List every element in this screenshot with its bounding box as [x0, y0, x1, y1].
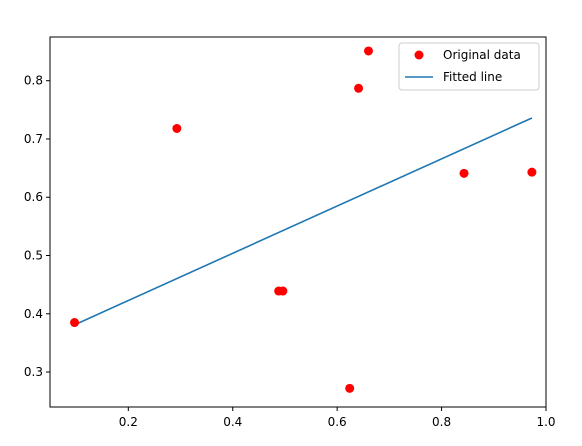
- y-axis: 0.3 0.4 0.5 0.6 0.7 0.8: [24, 74, 50, 379]
- x-tick-label: 0.4: [223, 415, 242, 429]
- data-point: [363, 46, 373, 56]
- data-point: [527, 167, 537, 177]
- data-point: [354, 83, 364, 93]
- x-tick-label: 0.8: [432, 415, 451, 429]
- legend-box: [398, 42, 540, 91]
- x-tick-label: 0.6: [328, 415, 347, 429]
- legend-marker-original-data: [414, 50, 424, 60]
- data-point: [70, 318, 80, 328]
- y-tick-label: 0.6: [24, 190, 43, 204]
- legend-label: Fitted line: [443, 70, 502, 84]
- data-point: [459, 168, 469, 178]
- y-tick-label: 0.4: [24, 307, 43, 321]
- y-tick-label: 0.5: [24, 249, 43, 263]
- data-point: [172, 123, 182, 133]
- fitted-line: [74, 117, 533, 326]
- data-point: [345, 383, 355, 393]
- x-tick-label: 1.0: [536, 415, 555, 429]
- data-point: [278, 286, 288, 296]
- x-axis: 0.2 0.4 0.6 0.8 1.0: [119, 407, 556, 429]
- y-tick-label: 0.8: [24, 74, 43, 88]
- series-layer: [70, 46, 537, 393]
- y-tick-label: 0.7: [24, 132, 43, 146]
- plot-frame: [49, 36, 547, 408]
- y-tick-label: 0.3: [24, 365, 43, 379]
- legend: Original data Fitted line: [398, 42, 540, 91]
- x-tick-label: 0.2: [119, 415, 138, 429]
- legend-label: Original data: [443, 48, 521, 62]
